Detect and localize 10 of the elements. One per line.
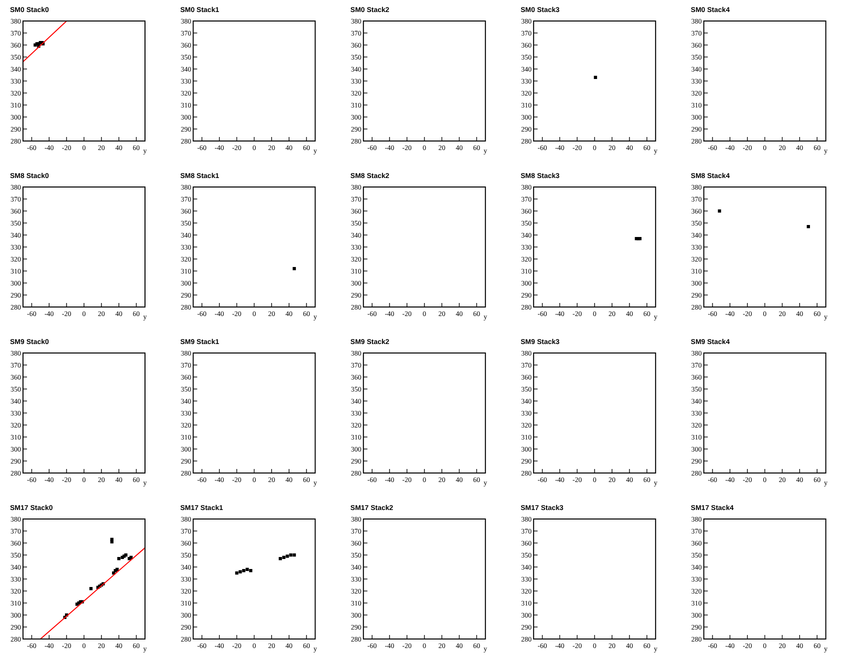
- point: [238, 570, 242, 574]
- point: [246, 568, 249, 571]
- point: [249, 569, 252, 572]
- point: [289, 553, 292, 557]
- point: [242, 569, 246, 572]
- point: [282, 556, 286, 559]
- point: [278, 557, 282, 560]
- point: [292, 553, 296, 557]
- point: [286, 554, 289, 558]
- point: [235, 571, 238, 575]
